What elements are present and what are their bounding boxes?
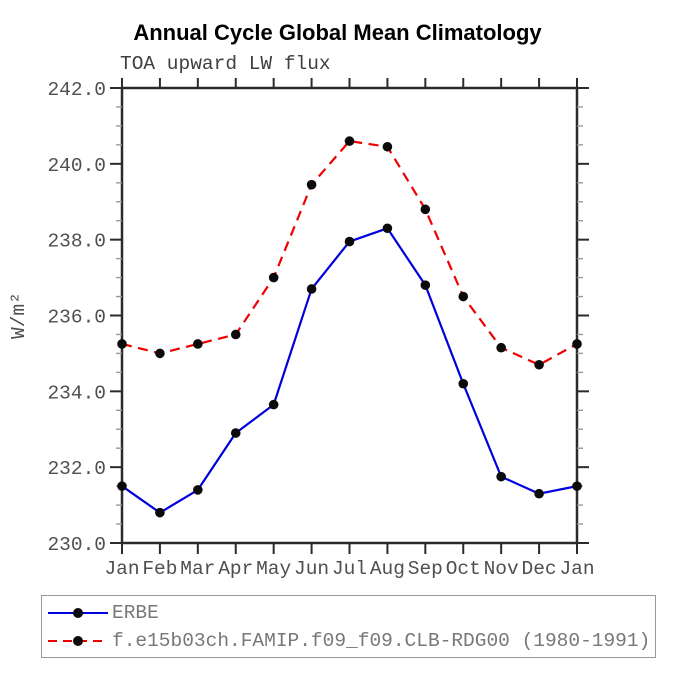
y-tick-labels: 230.0 232.0 234.0 236.0 238.0 240.0 242.0: [47, 79, 106, 556]
svg-text:Nov: Nov: [484, 558, 519, 580]
svg-text:Sep: Sep: [408, 558, 443, 580]
series-1-line: [121, 139, 578, 366]
series-0-line: [121, 227, 578, 514]
legend-item-model: f.e15b03ch.FAMIP.f09_f09.CLB-RDG00 (1980…: [42, 627, 655, 655]
svg-text:240.0: 240.0: [47, 155, 106, 177]
svg-text:Jan: Jan: [104, 558, 139, 580]
legend-item-erbe: ERBE: [42, 599, 655, 627]
svg-text:230.0: 230.0: [47, 534, 106, 556]
svg-text:232.0: 232.0: [47, 458, 106, 480]
svg-text:Jun: Jun: [294, 558, 329, 580]
svg-text:Aug: Aug: [370, 558, 405, 580]
legend-label-0: ERBE: [112, 602, 159, 624]
svg-text:Jan: Jan: [559, 558, 594, 580]
chart-legend: ERBE f.e15b03ch.FAMIP.f09_f09.CLB-RDG00 …: [41, 595, 656, 658]
series-1-markers: [117, 136, 582, 370]
svg-text:Oct: Oct: [446, 558, 481, 580]
svg-text:234.0: 234.0: [47, 382, 106, 404]
svg-text:242.0: 242.0: [47, 79, 106, 101]
legend-sample-0: [48, 607, 108, 619]
legend-marker-icon-1: [73, 636, 83, 646]
svg-text:Feb: Feb: [142, 558, 177, 580]
svg-text:238.0: 238.0: [47, 231, 106, 253]
svg-text:Jul: Jul: [332, 558, 367, 580]
chart-subtitle: TOA upward LW flux: [120, 53, 331, 75]
series-0-markers: [117, 223, 582, 518]
legend-label-1: f.e15b03ch.FAMIP.f09_f09.CLB-RDG00 (1980…: [112, 630, 651, 652]
chart-title: Annual Cycle Global Mean Climatology: [133, 20, 542, 45]
axes: [110, 78, 589, 554]
svg-text:Mar: Mar: [180, 558, 215, 580]
svg-text:May: May: [256, 558, 291, 580]
legend-sample-1: [48, 635, 108, 647]
svg-text:Apr: Apr: [218, 558, 253, 580]
svg-text:236.0: 236.0: [47, 307, 106, 329]
x-tick-labels: Jan Feb Mar Apr May Jun Jul Aug Sep Oct Nov Dec Jan: [104, 558, 594, 580]
svg-text:Dec: Dec: [522, 558, 557, 580]
legend-marker-icon-0: [73, 608, 83, 618]
